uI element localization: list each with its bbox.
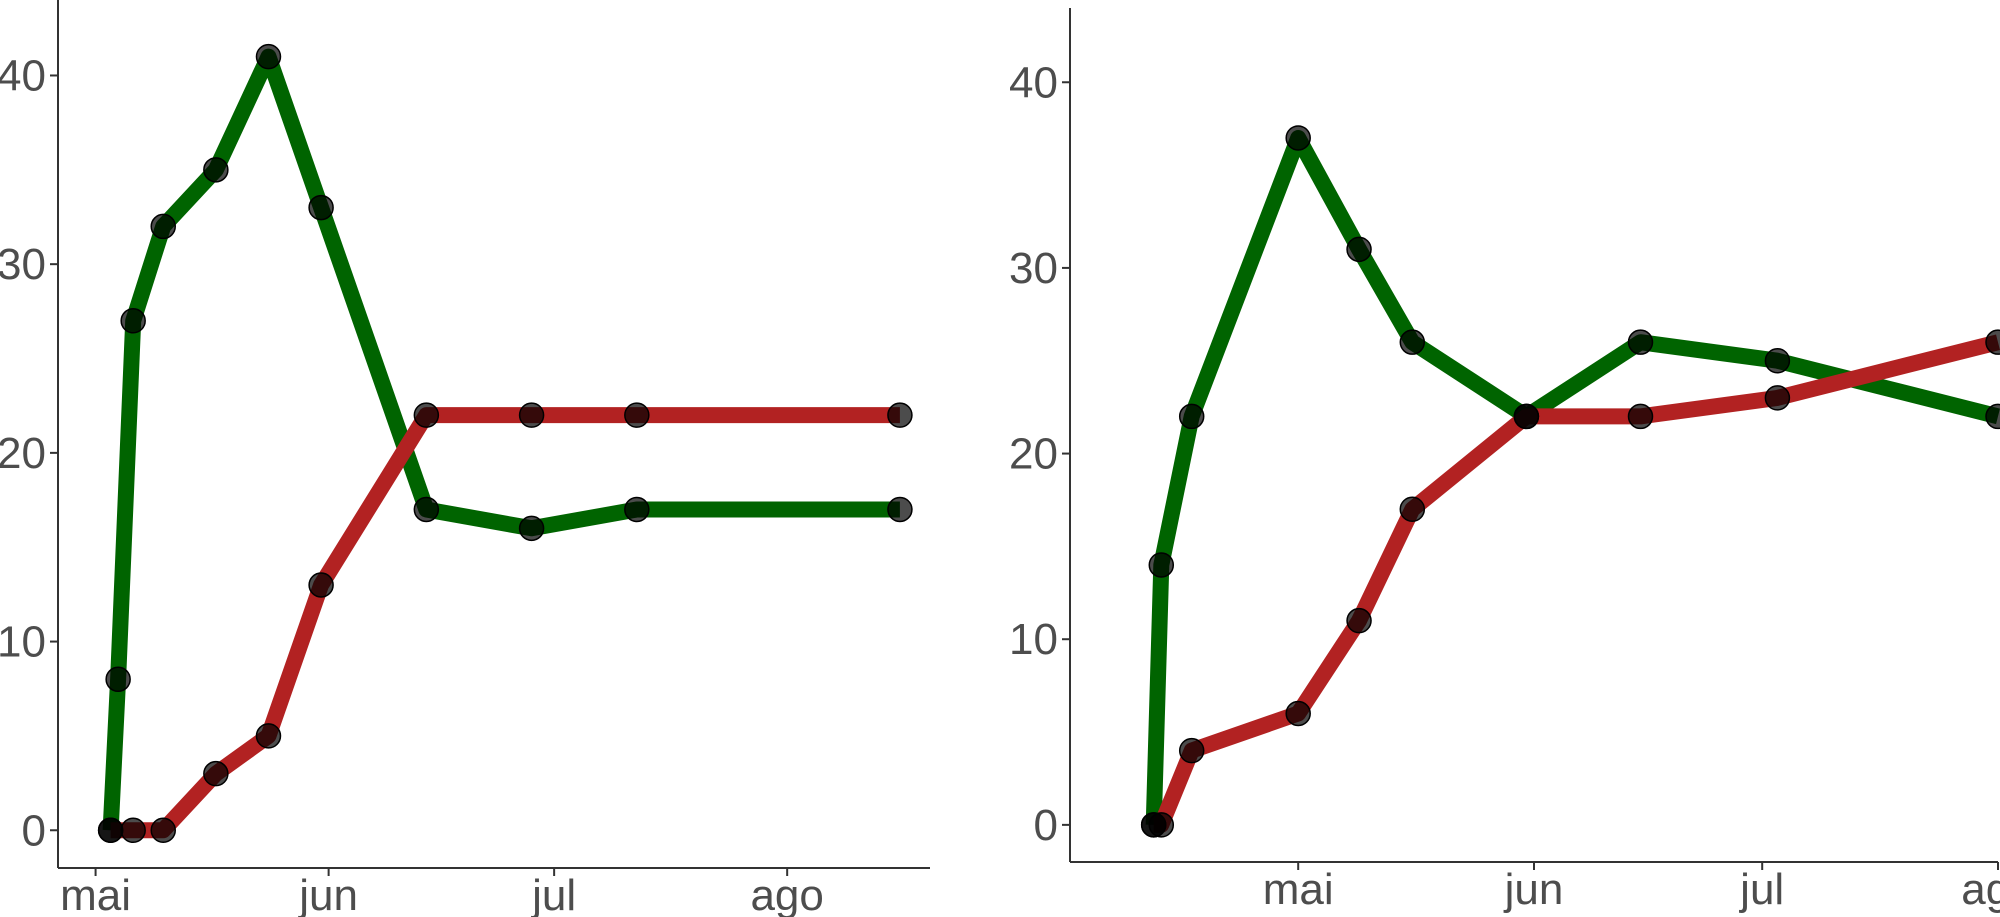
data-point (1513, 403, 1540, 430)
x-tick-label: ago (1961, 865, 2000, 914)
x-tick-label: mai (60, 871, 131, 917)
series-line-1 (102, 48, 900, 831)
data-point (1764, 347, 1791, 374)
data-point (1285, 700, 1311, 727)
data-point (150, 817, 176, 844)
data-point (1346, 236, 1372, 263)
y-tick-label: 0 (1034, 801, 1058, 850)
data-point (413, 402, 440, 428)
data-point (887, 402, 913, 428)
data-point (1285, 125, 1311, 151)
x-tick-label: jul (530, 871, 576, 917)
data-point (255, 43, 282, 70)
data-point (1178, 403, 1205, 430)
data-point (413, 496, 440, 523)
data-point (1764, 385, 1791, 411)
y-tick-label: 20 (1009, 430, 1058, 479)
data-point (308, 194, 334, 221)
data-point (518, 402, 545, 428)
data-point (1148, 552, 1175, 578)
data-point (203, 157, 229, 183)
y-tick-label: 0 (22, 806, 46, 855)
data-point (518, 515, 545, 542)
data-point (1346, 607, 1372, 634)
data-point (255, 723, 282, 749)
data-point (97, 817, 124, 844)
x-tick-label: mai (1263, 865, 1334, 914)
y-tick-label: 10 (1009, 615, 1058, 664)
x-tick-label: jul (1738, 865, 1784, 914)
x-tick-label: jun (297, 871, 358, 917)
y-tick-label: 30 (1009, 244, 1058, 293)
data-point (105, 666, 131, 693)
data-point (1985, 403, 2000, 430)
chart-panel-1: 0 10 20 30 40 mai jun jul ago (0, 0, 930, 917)
data-point (1627, 403, 1654, 430)
x-tick-label: ago (750, 871, 823, 917)
data-point (1399, 329, 1426, 355)
data-point (1178, 737, 1205, 764)
data-point (120, 308, 146, 334)
data-point (1985, 329, 2000, 355)
data-point (150, 213, 176, 240)
data-point (308, 572, 334, 598)
x-tick-label: jun (1503, 865, 1564, 914)
y-tick-label: 20 (0, 429, 46, 478)
data-point (120, 817, 146, 844)
series-line-2 (110, 407, 900, 839)
y-tick-label: 40 (0, 51, 46, 100)
series-line-1 (1145, 130, 2000, 826)
data-point (887, 496, 913, 523)
data-point (203, 760, 229, 787)
data-point (624, 496, 650, 523)
y-tick-label: 40 (1009, 58, 1058, 107)
data-point (1399, 496, 1426, 523)
y-tick-label: 30 (0, 240, 46, 289)
y-tick-label: 10 (0, 618, 46, 667)
data-point (1627, 329, 1654, 355)
chart-panel-2: 0 10 20 30 40 mai jun jul ago (1009, 8, 2000, 914)
data-point (624, 402, 650, 428)
data-point (1148, 812, 1175, 838)
series-line-2 (1153, 334, 2000, 833)
